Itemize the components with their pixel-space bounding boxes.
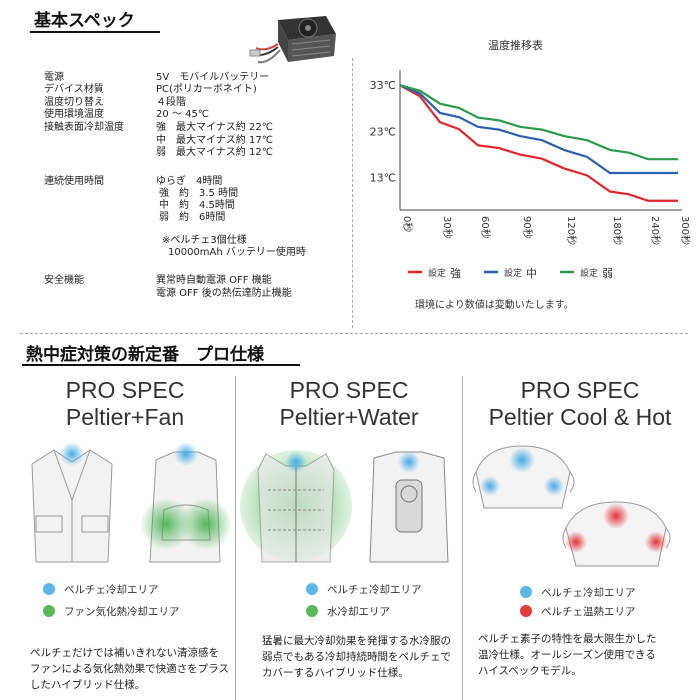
chart-title: 温度推移表 (488, 39, 543, 52)
spec-value: 20 ～ 45℃ (156, 109, 210, 120)
x-tick-label: 0秒 (401, 216, 414, 232)
legend-series-name: 中 (526, 267, 537, 280)
spec-label: デバイス材質 (44, 84, 104, 95)
legend-dot-fan (43, 605, 55, 617)
legend-series-name: 弱 (602, 267, 613, 280)
title-underline-2 (22, 364, 300, 366)
col3-title-line2: Peltier Cool & Hot (488, 404, 672, 430)
legend-dot-cool (306, 583, 318, 595)
column-divider-1 (235, 376, 236, 700)
spec-value: PC(ポリカーボネイト) (156, 84, 257, 95)
spec-value: 中 最大マイナス約 17℃ (156, 135, 273, 146)
desc-line: ペルチェだけでは補いきれない清涼感を (30, 647, 219, 659)
device-image (249, 16, 336, 64)
spec-value: 弱 約 6時間 (159, 212, 226, 223)
column-divider-2 (462, 376, 463, 700)
spec-value: 中 約 4.5時間 (159, 200, 235, 211)
desc-line: ハイスペックモデル。 (478, 665, 582, 677)
legend-label: ペルチェ冷却エリア (64, 584, 159, 596)
spec-value: 弱 最大マイナス約 12℃ (156, 147, 273, 158)
y-tick-label: 23℃ (370, 125, 396, 138)
spec-label: 電源 (44, 72, 64, 83)
section-title-pro-spec: 熱中症対策の新定番 プロ仕様 (26, 345, 264, 365)
desc-line: 温冷仕様。オールシーズン使用できる (478, 649, 656, 661)
col3-title-line1: PRO SPEC (520, 377, 640, 403)
legend-dot-cool (520, 586, 532, 598)
y-tick-label: 33℃ (370, 79, 396, 92)
vest-fan-illustration (31, 442, 232, 563)
spec-label: 使用環境温度 (44, 109, 104, 120)
col1-description: ペルチェだけでは補いきれない清涼感を ファンによる気化熱効果で快適さをプラス し… (30, 645, 229, 693)
spec-label: 温度切り替え (44, 97, 104, 108)
chart-note: 環境により数値は変動いたします。 (415, 300, 574, 311)
legend-series-name: 強 (450, 267, 461, 280)
spec-value: 異常時自動電源 OFF 機能 (156, 275, 272, 286)
x-tick-label: 240秒 (649, 216, 662, 245)
spec-value: ゆらぎ 4時間 (156, 176, 223, 187)
series-line-1 (399, 84, 678, 175)
series-line-2 (399, 84, 678, 161)
section-title-basic-spec: 基本スペック (34, 11, 135, 31)
legend-prefix: 設定 (428, 267, 446, 279)
title-underline (30, 31, 160, 33)
legend-label: 水冷却エリア (327, 606, 390, 618)
col2-description: 猛暑に最大冷却効果を発揮する水冷服の 弱点でもある冷却持続時間をペルチェで カバ… (262, 633, 451, 681)
legend-label: ファン気化熱冷却エリア (64, 606, 180, 618)
divider-horizontal (20, 333, 688, 334)
legend-dot-cool (43, 583, 55, 595)
vest-cool-hot-illustration (472, 445, 671, 567)
legend-label: ペルチェ温熱エリア (541, 606, 636, 618)
y-tick-label: 13℃ (370, 172, 396, 185)
x-tick-label: 300秒 (679, 216, 690, 245)
desc-line: ペルチェ素子の特性を最大限生かした (478, 633, 657, 645)
spec-value: 電源 OFF 後の熱伝達防止機能 (156, 288, 292, 299)
desc-line: 猛暑に最大冷却効果を発揮する水冷服の (262, 635, 451, 647)
x-tick-label: 120秒 (565, 216, 578, 245)
desc-line: カバーするハイブリッド仕様。 (262, 667, 409, 679)
legend-prefix: 設定 (580, 267, 598, 279)
legend-dot-water (306, 605, 318, 617)
desc-line: ファンによる気化熱効果で快適さをプラス (30, 663, 229, 675)
vest-water-illustration (240, 450, 449, 563)
divider-vertical (352, 58, 353, 328)
legend-prefix: 設定 (504, 267, 522, 279)
legend-dot-hot (520, 605, 532, 617)
desc-line: 弱点でもある冷却持続時間をペルチェで (262, 651, 451, 663)
temperature-chart: 33℃23℃13℃0秒 30秒 60秒 90秒 120秒 180秒 240秒 300秒設定強設… (370, 70, 690, 280)
x-tick-label: 30秒 (441, 216, 454, 239)
x-tick-label: 180秒 (611, 216, 624, 245)
col2-title-line1: PRO SPEC (289, 377, 409, 403)
legend-label: ペルチェ冷却エリア (327, 584, 422, 596)
legend-label: ペルチェ冷却エリア (541, 587, 636, 599)
col1-title-line1: PRO SPEC (65, 377, 185, 403)
col2-title-line2: Peltier+Water (279, 404, 419, 430)
x-tick-label: 90秒 (521, 216, 534, 239)
col1-title-line2: Peltier+Fan (65, 404, 185, 430)
spec-label: 安全機能 (44, 275, 84, 286)
col3-description: ペルチェ素子の特性を最大限生かした 温冷仕様。オールシーズン使用できる ハイスペ… (478, 631, 657, 679)
series-line-0 (399, 84, 678, 202)
spec-value: ４段階 (156, 97, 186, 108)
spec-value: ※ペルチェ3個仕様 (162, 235, 247, 246)
spec-value: 5V モバイルバッテリー (156, 72, 270, 83)
spec-value: 10000mAh バッテリー使用時 (168, 247, 306, 258)
spec-label: 連続使用時間 (44, 176, 104, 187)
spec-value: 強 最大マイナス約 22℃ (156, 122, 273, 133)
x-tick-label: 60秒 (479, 216, 492, 239)
desc-line: したハイブリッド仕様。 (30, 679, 146, 691)
spec-label: 接触表面冷却温度 (44, 122, 124, 133)
spec-value: 強 約 3.5 時間 (159, 188, 239, 199)
